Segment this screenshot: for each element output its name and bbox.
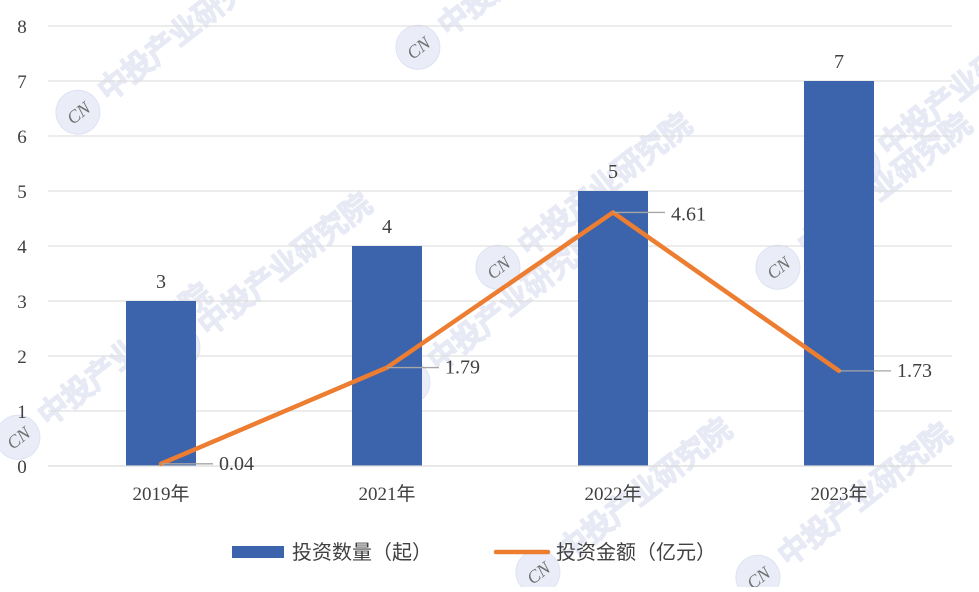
- legend-bar-swatch: [232, 546, 284, 558]
- watermark-logo-icon: [55, 89, 101, 135]
- y-tick-label: 5: [17, 182, 27, 203]
- x-tick-label: 2019年: [132, 483, 189, 505]
- line-value-label: 1.73: [897, 360, 932, 382]
- line-value-label: 4.61: [671, 203, 706, 225]
- y-axis: 0 1 2 3 4 5 6 7 8: [17, 17, 27, 478]
- watermark-text: 中投产业研究院: [192, 187, 379, 344]
- legend-line-label: 投资金额（亿元）: [556, 541, 716, 564]
- bar-series: [126, 81, 874, 466]
- legend-bar-label: 投资数量（起）: [292, 541, 432, 564]
- y-tick-label: 8: [17, 17, 27, 38]
- bar-value-label: 3: [156, 271, 166, 293]
- x-tick-label: 2022年: [584, 483, 641, 505]
- watermark-text: 中投产业研究院: [432, 0, 619, 44]
- y-tick-label: 7: [17, 72, 27, 93]
- y-tick-label: 4: [17, 237, 27, 258]
- line-value-label: 0.04: [219, 453, 254, 475]
- data-labels: 3 4 5 7 0.04 1.79 4.61 1.73: [156, 51, 932, 475]
- line-value-label: 1.79: [445, 357, 480, 379]
- y-tick-label: 6: [17, 127, 27, 148]
- watermark-logo-icon: [755, 244, 801, 290]
- bar-value-label: 5: [608, 161, 618, 183]
- y-tick-label: 2: [17, 347, 27, 368]
- bar-value-label: 4: [382, 216, 392, 238]
- line-path: [158, 210, 842, 467]
- bar: [804, 81, 874, 466]
- legend: 投资数量（起） 投资金额（亿元）: [232, 541, 716, 564]
- watermark-logo-icon: [0, 414, 41, 460]
- bar: [352, 246, 422, 466]
- x-tick-label: 2023年: [810, 483, 867, 505]
- y-tick-label: 1: [17, 402, 27, 423]
- bar: [126, 301, 196, 466]
- bar-value-label: 7: [834, 51, 844, 73]
- y-tick-label: 3: [17, 292, 27, 313]
- bar: [578, 191, 648, 466]
- gridlines: [48, 25, 952, 412]
- watermark-logo-icon: [395, 24, 441, 70]
- watermark-text: 中投产业研究院: [92, 0, 279, 109]
- y-tick-label: 0: [17, 457, 27, 478]
- x-axis: 2019年 2021年 2022年 2023年: [48, 465, 952, 505]
- x-tick-label: 2021年: [358, 483, 415, 505]
